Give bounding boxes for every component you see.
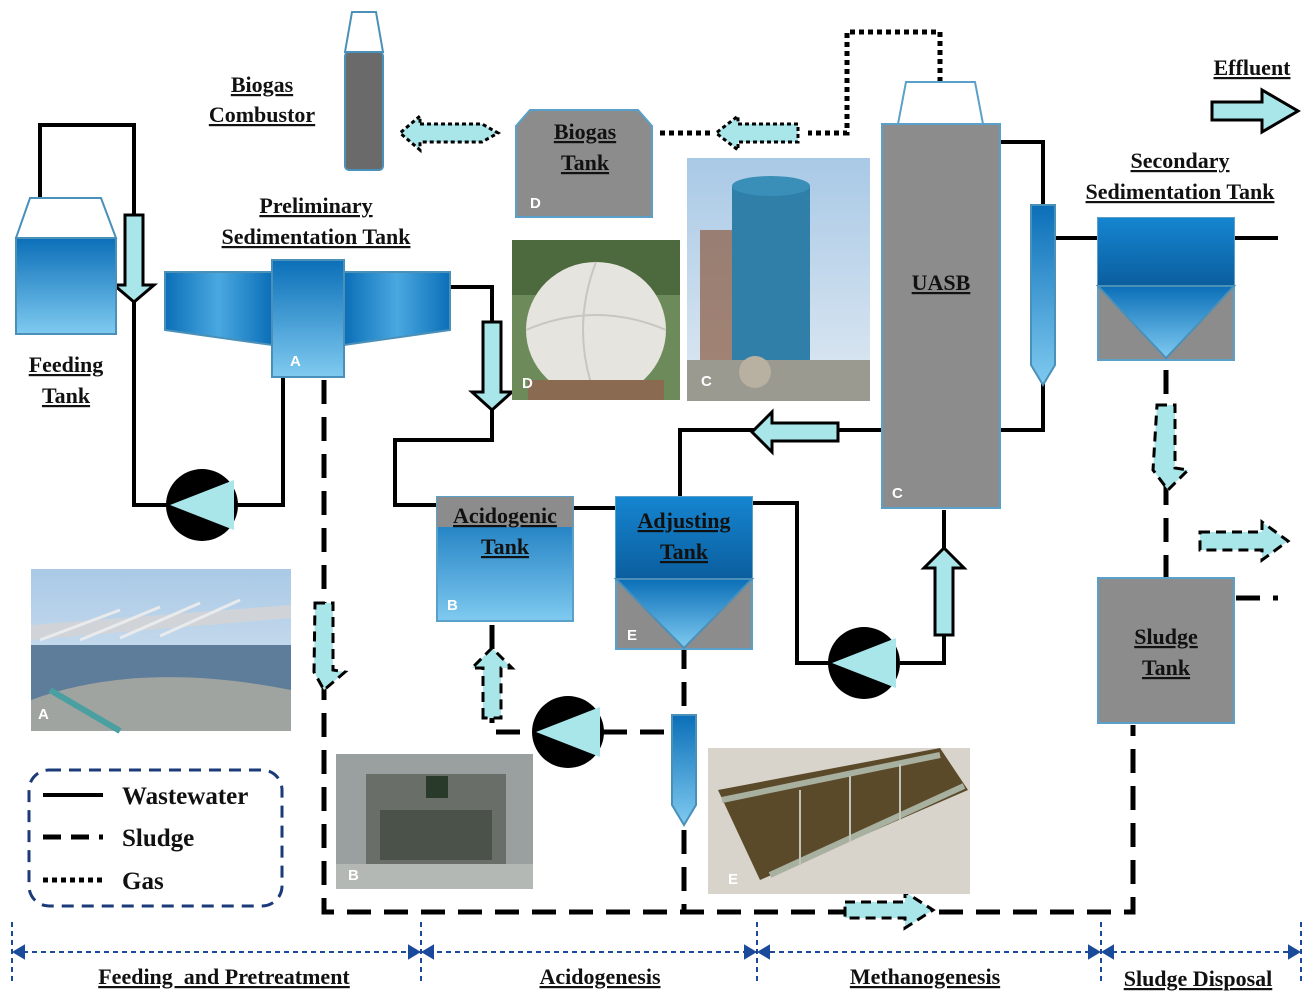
uasb-tower-photo-icon: C bbox=[687, 158, 870, 401]
sludge-flow-arrows bbox=[312, 403, 1192, 693]
biogas-dome-photo-icon: D bbox=[512, 240, 680, 400]
stage-feeding: Feeding and Pretreatment bbox=[98, 964, 350, 989]
acidogenic-tank-label-2: Tank bbox=[481, 534, 530, 559]
uasb-reactor: C bbox=[881, 81, 1001, 509]
feed-pump-icon bbox=[166, 469, 238, 541]
stage-methanogenesis: Methanogenesis bbox=[850, 964, 1001, 989]
photo-letter-a: A bbox=[38, 706, 49, 723]
feeding-tank-label-2: Tank bbox=[42, 383, 91, 408]
stage-bar bbox=[11, 922, 1302, 982]
unit-letter-e: E bbox=[627, 627, 637, 644]
photo-letter-e: E bbox=[728, 871, 738, 888]
unit-letter-c-uasb: C bbox=[892, 485, 903, 502]
sedimentation-tank-photo-icon: A bbox=[31, 569, 291, 734]
secondary-sedimentation-label-1: Secondary bbox=[1131, 148, 1230, 173]
biogas-tank-label-1: Biogas bbox=[554, 119, 617, 144]
legend-gas: Gas bbox=[122, 868, 164, 895]
adjusting-tank: E bbox=[613, 496, 755, 650]
uasb-pump-icon bbox=[828, 627, 900, 699]
stage-labels: Feeding and Pretreatment Acidogenesis Me… bbox=[98, 964, 1272, 991]
tank-labels: Biogas Combustor Biogas Tank Effluent Se… bbox=[29, 55, 1291, 680]
preliminary-sedimentation-tank: A bbox=[164, 259, 451, 378]
preliminary-sedimentation-label-2: Sedimentation Tank bbox=[222, 224, 412, 249]
legend-sludge: Sludge bbox=[122, 825, 194, 852]
preliminary-sedimentation-label-1: Preliminary bbox=[259, 193, 372, 218]
sludge-tank-label-2: Tank bbox=[1142, 655, 1191, 680]
feeding-tank bbox=[14, 197, 118, 335]
unit-letter-b: B bbox=[447, 597, 458, 614]
gas-flow-arrows bbox=[397, 112, 800, 154]
wastewater-pipes bbox=[38, 123, 1278, 665]
adjusting-tank-photo-icon: E bbox=[708, 748, 970, 894]
acidogenic-tank: B bbox=[436, 496, 574, 622]
biogas-combustor-label-1: Biogas bbox=[231, 72, 294, 97]
secondary-sedimentation-tank bbox=[1095, 217, 1237, 361]
uasb-label: UASB bbox=[912, 270, 971, 295]
stage-acidogenesis: Acidogenesis bbox=[540, 964, 661, 989]
acidogenic-tank-photo-icon: B bbox=[336, 754, 533, 889]
biogas-combustor-label-2: Combustor bbox=[209, 102, 316, 127]
unit-letter-d-tank: D bbox=[530, 195, 541, 212]
acidogenic-tank-label-1: Acidogenic bbox=[453, 503, 557, 528]
photo-letter-c: C bbox=[701, 373, 712, 390]
feeding-tank-label-1: Feeding bbox=[29, 352, 104, 377]
photo-letter-d: D bbox=[522, 375, 533, 392]
biogas-tank-label-2: Tank bbox=[561, 150, 610, 175]
stage-sludge-disposal: Sludge Disposal bbox=[1124, 966, 1273, 991]
sludge-pump-icon bbox=[532, 696, 604, 768]
gas-liquid-separator bbox=[1030, 204, 1056, 387]
adjusting-tank-label-2: Tank bbox=[660, 539, 709, 564]
biogas-tank: D bbox=[515, 109, 653, 218]
sludge-tank-label-1: Sludge bbox=[1134, 624, 1198, 649]
legend: Wastewater Sludge Gas bbox=[27, 768, 284, 908]
secondary-sedimentation-label-2: Sedimentation Tank bbox=[1086, 179, 1276, 204]
gas-pipes bbox=[660, 29, 943, 136]
photo-letter-b: B bbox=[348, 867, 359, 884]
legend-wastewater: Wastewater bbox=[122, 783, 248, 810]
flow-arrows bbox=[109, 87, 1301, 931]
adjusting-tank-label-1: Adjusting bbox=[638, 508, 731, 533]
sludge-tank bbox=[1097, 577, 1235, 724]
effluent-label: Effluent bbox=[1214, 55, 1292, 80]
biogas-combustor bbox=[343, 11, 385, 171]
sludge-thickener bbox=[671, 714, 697, 827]
unit-letter-a: A bbox=[290, 353, 301, 370]
